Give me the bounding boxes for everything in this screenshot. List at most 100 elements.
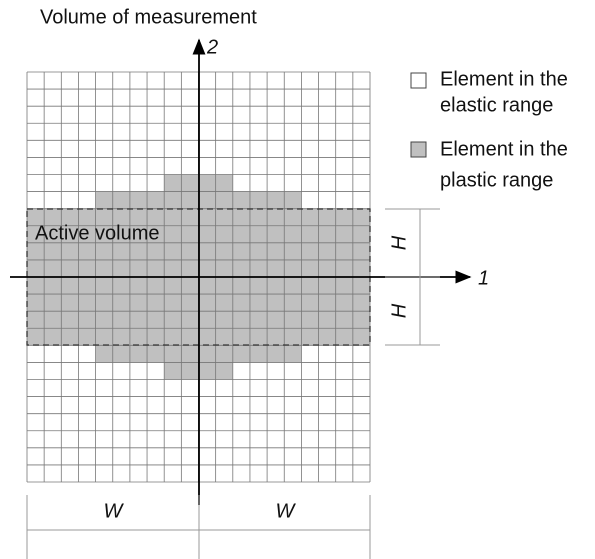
plastic-cell [181,294,199,312]
plastic-cell [318,208,336,226]
plastic-cell [164,345,182,363]
plastic-cell [112,345,130,363]
plastic-cell [129,242,148,260]
plastic-cell [181,191,199,209]
plastic-cell [181,277,199,295]
plastic-cell [249,311,268,329]
plastic-cell [215,191,233,209]
plastic-cell [129,328,148,346]
plastic-cell [284,277,302,295]
width-label: W [276,500,297,522]
plastic-cell [215,345,233,363]
plastic-cell [215,294,233,312]
plastic-cell [335,328,353,346]
plastic-cell [215,259,233,277]
plastic-cell [198,345,216,363]
plastic-cell [198,242,216,260]
plastic-cell [198,225,216,243]
plastic-cell [318,242,336,260]
plastic-cell [352,294,370,312]
plastic-cell [267,225,285,243]
plastic-cells [27,174,370,380]
plastic-cell [352,259,370,277]
plastic-cell [147,191,165,209]
plastic-cell [95,242,113,260]
plastic-cell [198,259,216,277]
plastic-cell [232,277,250,295]
plastic-cell [267,191,285,209]
plastic-cell [301,311,319,329]
plastic-cell [301,208,319,226]
legend-text: Element in the [440,138,568,160]
plastic-cell [284,345,302,363]
plastic-cell [301,259,319,277]
plastic-cell [301,328,319,346]
plastic-cell [215,362,233,380]
plastic-cell [318,225,336,243]
plastic-cell [112,277,130,295]
plastic-cell [249,242,268,260]
plastic-cell [78,208,96,226]
plastic-cell [78,225,96,243]
plastic-cell [164,294,182,312]
plastic-cell [27,208,45,226]
plastic-cell [61,294,79,312]
plastic-cell [335,294,353,312]
plastic-cell [164,225,182,243]
plastic-cell [27,225,45,243]
plastic-cell [267,277,285,295]
plastic-cell [352,208,370,226]
plastic-cell [352,311,370,329]
width-dimension [26,495,371,559]
plastic-cell [249,328,268,346]
plastic-cell [249,345,268,363]
plastic-cell [181,208,199,226]
plastic-cell [164,259,182,277]
plastic-cell [61,242,79,260]
plastic-cell [147,311,165,329]
plastic-cell [232,208,250,226]
plastic-cell [267,259,285,277]
plastic-cell [78,311,96,329]
plastic-cell [181,328,199,346]
plastic-cell [112,191,130,209]
plastic-cell [147,328,165,346]
plastic-cell [352,277,370,295]
plastic-cell [232,191,250,209]
plastic-cell [198,311,216,329]
plastic-cell [147,259,165,277]
plastic-cell [249,259,268,277]
plastic-cell [249,277,268,295]
plastic-cell [112,242,130,260]
plastic-cell [284,294,302,312]
plastic-cell [181,345,199,363]
plastic-cell [112,294,130,312]
region-label: Active volume [35,222,160,244]
plastic-cell [78,277,96,295]
legend-swatch-plastic [410,141,427,158]
plastic-cell [249,208,268,226]
plastic-cell [27,328,45,346]
plastic-cell [129,191,148,209]
plastic-cell [129,345,148,363]
height-dimension [385,208,440,346]
plastic-cell [44,294,62,312]
plastic-cell [267,328,285,346]
plastic-cell [198,277,216,295]
plastic-cell [181,174,199,192]
plastic-cell [78,294,96,312]
plastic-cell [44,311,62,329]
plastic-cell [129,259,148,277]
plastic-cell [267,208,285,226]
plastic-cell [249,294,268,312]
plastic-cell [215,328,233,346]
plastic-cell [181,242,199,260]
plastic-cell [112,225,130,243]
plastic-cell [95,311,113,329]
plastic-cell [129,277,148,295]
plastic-cell [198,191,216,209]
plastic-cell [215,242,233,260]
plastic-cell [181,362,199,380]
plastic-cell [232,242,250,260]
